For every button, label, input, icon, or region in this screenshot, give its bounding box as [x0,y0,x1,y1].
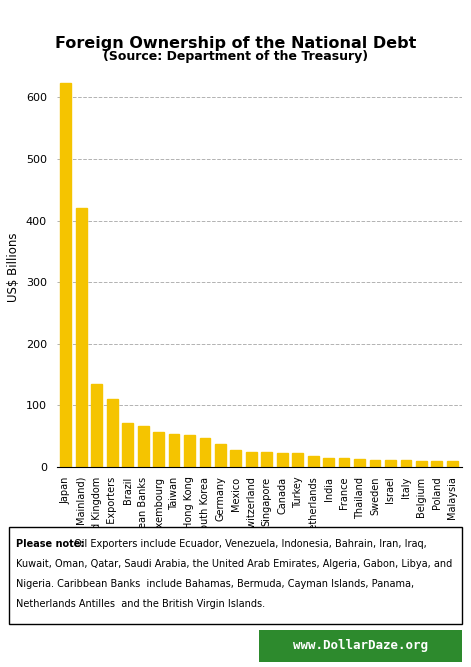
Text: Oil Exporters include Ecuador, Venezuela, Indonesia, Bahrain, Iran, Iraq,: Oil Exporters include Ecuador, Venezuela… [71,539,426,549]
Text: www.DollarDaze.org: www.DollarDaze.org [293,639,428,652]
Bar [308,456,318,467]
Bar [107,399,118,467]
Bar [184,436,195,467]
Text: Kuwait, Oman, Qatar, Saudi Arabia, the United Arab Emirates, Algeria, Gabon, Lib: Kuwait, Oman, Qatar, Saudi Arabia, the U… [16,559,453,569]
Bar [323,458,334,467]
Text: Foreign Ownership of the National Debt: Foreign Ownership of the National Debt [55,36,416,51]
Bar [138,426,148,467]
Text: (Source: Department of the Treasury): (Source: Department of the Treasury) [103,50,368,63]
Bar [246,452,257,467]
Bar [400,460,411,467]
Bar [370,460,381,467]
Bar [91,384,102,467]
Bar [169,434,179,467]
Bar [230,450,241,467]
Bar [385,460,396,467]
Text: Please note:: Please note: [16,539,85,549]
Bar [153,432,164,467]
Bar [292,454,303,467]
Bar [354,459,365,467]
Bar [339,458,349,467]
Bar [416,461,427,467]
Bar [431,462,442,467]
Bar [447,462,458,467]
Bar [76,208,87,467]
Bar [215,444,226,467]
Bar [277,453,288,467]
Y-axis label: US$ Billions: US$ Billions [7,232,20,301]
Bar [122,423,133,467]
Text: Netherlands Antilles  and the British Virgin Islands.: Netherlands Antilles and the British Vir… [16,599,266,609]
Bar [200,438,211,467]
Bar [261,452,272,467]
Text: Nigeria. Caribbean Banks  include Bahamas, Bermuda, Cayman Islands, Panama,: Nigeria. Caribbean Banks include Bahamas… [16,579,414,589]
Bar [60,83,71,467]
